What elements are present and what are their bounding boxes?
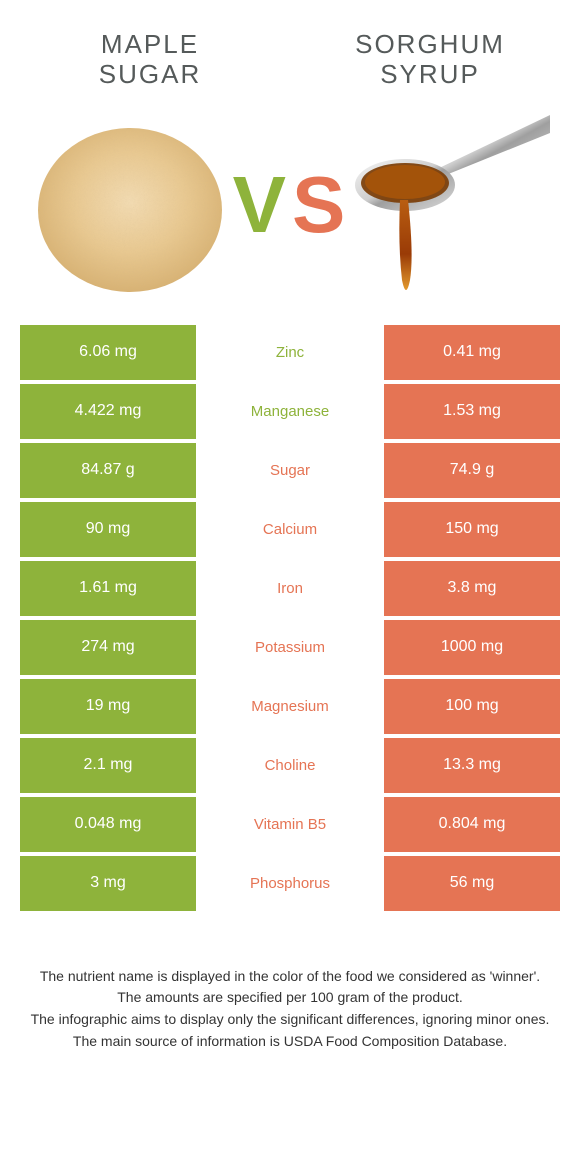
nutrient-name: Iron [200, 561, 380, 616]
table-row: 1.61 mgIron3.8 mg [20, 561, 560, 616]
vs-v: V [233, 159, 288, 251]
value-left: 1.61 mg [20, 561, 196, 616]
hero-row: VS [20, 95, 560, 315]
value-left: 0.048 mg [20, 797, 196, 852]
table-row: 90 mgCalcium150 mg [20, 502, 560, 557]
value-left: 4.422 mg [20, 384, 196, 439]
value-right: 0.41 mg [384, 325, 560, 380]
table-row: 274 mgPotassium1000 mg [20, 620, 560, 675]
value-right: 1.53 mg [384, 384, 560, 439]
footer-line-4: The main source of information is USDA F… [30, 1031, 550, 1053]
vs-label: VS [233, 159, 348, 251]
footer-line-3: The infographic aims to display only the… [30, 1009, 550, 1031]
value-right: 0.804 mg [384, 797, 560, 852]
nutrient-name: Choline [200, 738, 380, 793]
value-right: 150 mg [384, 502, 560, 557]
titles-row: Maple sugar Sorghum syrup [20, 30, 560, 95]
nutrient-name: Phosphorus [200, 856, 380, 911]
table-row: 6.06 mgZinc0.41 mg [20, 325, 560, 380]
nutrient-name: Calcium [200, 502, 380, 557]
nutrient-name: Vitamin B5 [200, 797, 380, 852]
value-left: 19 mg [20, 679, 196, 734]
table-row: 4.422 mgManganese1.53 mg [20, 384, 560, 439]
value-right: 1000 mg [384, 620, 560, 675]
value-right: 56 mg [384, 856, 560, 911]
value-left: 2.1 mg [20, 738, 196, 793]
value-right: 3.8 mg [384, 561, 560, 616]
infographic-wrapper: Maple sugar Sorghum syrup VS [0, 0, 580, 1075]
maple-sugar-image [30, 105, 230, 305]
table-row: 0.048 mgVitamin B50.804 mg [20, 797, 560, 852]
nutrient-name: Potassium [200, 620, 380, 675]
title-right: Sorghum syrup [330, 30, 530, 90]
value-left: 90 mg [20, 502, 196, 557]
nutrient-name: Sugar [200, 443, 380, 498]
nutrient-name: Magnesium [200, 679, 380, 734]
value-right: 74.9 g [384, 443, 560, 498]
value-right: 13.3 mg [384, 738, 560, 793]
table-row: 2.1 mgCholine13.3 mg [20, 738, 560, 793]
table-row: 3 mgPhosphorus56 mg [20, 856, 560, 911]
value-left: 6.06 mg [20, 325, 196, 380]
value-left: 274 mg [20, 620, 196, 675]
sorghum-syrup-image [350, 105, 550, 305]
table-row: 84.87 gSugar74.9 g [20, 443, 560, 498]
nutrient-name: Manganese [200, 384, 380, 439]
footer-notes: The nutrient name is displayed in the co… [20, 966, 560, 1053]
footer-line-2: The amounts are specified per 100 gram o… [30, 987, 550, 1009]
vs-s: S [292, 159, 347, 251]
nutrient-table: 6.06 mgZinc0.41 mg4.422 mgManganese1.53 … [20, 325, 560, 911]
footer-line-1: The nutrient name is displayed in the co… [30, 966, 550, 988]
table-row: 19 mgMagnesium100 mg [20, 679, 560, 734]
nutrient-name: Zinc [200, 325, 380, 380]
value-left: 3 mg [20, 856, 196, 911]
value-left: 84.87 g [20, 443, 196, 498]
value-right: 100 mg [384, 679, 560, 734]
title-left: Maple sugar [50, 30, 250, 90]
